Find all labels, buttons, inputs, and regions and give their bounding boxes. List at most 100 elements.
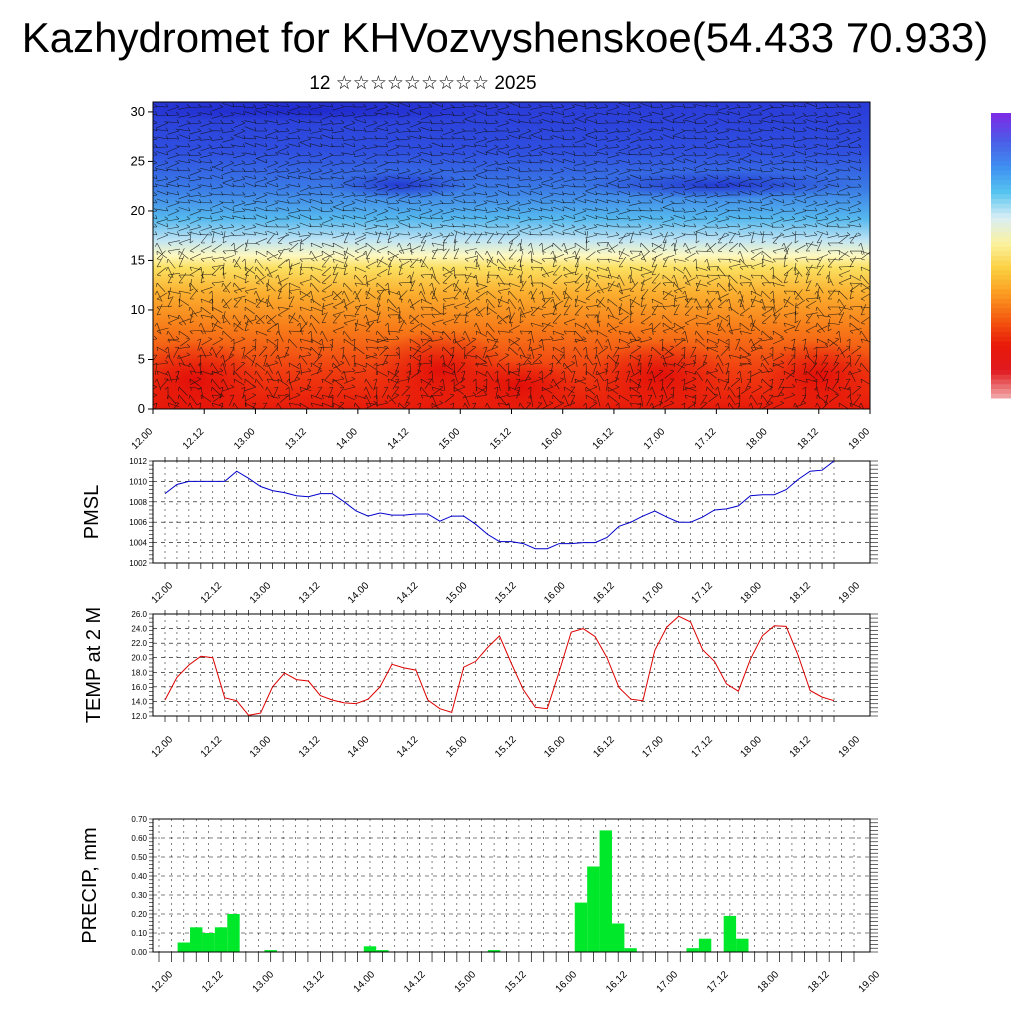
colorbar-swatch <box>991 198 1011 204</box>
temp-x-tick-label: 18.12 <box>788 734 814 760</box>
precip-bar <box>227 914 240 952</box>
colorbar-swatch <box>991 274 1011 280</box>
precip-bar <box>698 938 712 952</box>
colorbar-swatch <box>991 193 1011 199</box>
temp-x-tick-label: 12.12 <box>199 734 225 760</box>
colorbar-swatch <box>991 155 1011 161</box>
temp-frame <box>152 613 871 717</box>
precip-bar <box>177 942 191 952</box>
colorbar-swatch <box>991 336 1011 342</box>
heatmap-x-tick-label: 14.00 <box>335 426 361 452</box>
colorbar-swatch <box>991 374 1011 380</box>
heatmap-y-tick-label: 10 <box>131 302 145 317</box>
pmsl-series-line <box>164 460 835 550</box>
precip-x-tick-label: 18.00 <box>756 969 782 995</box>
wind-vectors <box>153 102 870 409</box>
colorbar-swatch <box>991 246 1011 252</box>
temp-y-tick-label: 24.0 <box>131 625 147 634</box>
temp-x-tick-label: 16.00 <box>542 734 568 760</box>
heatmap-y-tick-label: 0 <box>138 401 145 416</box>
colorbar-swatch <box>991 298 1011 304</box>
heatmap-x-tick-label: 15.12 <box>488 426 514 452</box>
heatmap-x-tick-label: 15.00 <box>437 426 463 452</box>
colorbar-swatch <box>991 369 1011 375</box>
colorbar-swatch <box>991 127 1011 133</box>
precip-y-tick-label: 0.40 <box>131 872 147 881</box>
colorbar-swatch <box>991 312 1011 318</box>
heatmap-y-tick-label: 15 <box>131 252 145 267</box>
colorbar-swatch <box>991 269 1011 275</box>
colorbar-swatch <box>991 260 1011 266</box>
precip-bar <box>487 950 501 952</box>
colorbar-swatch <box>991 379 1011 385</box>
colorbar-swatch <box>991 279 1011 285</box>
colorbar-swatch <box>991 122 1011 128</box>
precip-bar <box>214 927 228 952</box>
precip-x-tick-label: 14.00 <box>352 969 378 995</box>
precip-x-tick-label: 15.12 <box>503 969 529 995</box>
pmsl-y-tick-label: 1002 <box>129 559 147 568</box>
heatmap-y-tick-label: 20 <box>131 203 145 218</box>
colorbar-swatch <box>991 307 1011 313</box>
pmsl-x-tick-label: 17.12 <box>689 580 715 606</box>
pmsl-x-tick-label: 19.00 <box>837 580 863 606</box>
temp-x-tick-label: 17.12 <box>689 734 715 760</box>
temp-x-tick-label: 18.00 <box>739 734 765 760</box>
cold-core <box>330 171 470 199</box>
colorbar-swatch <box>991 383 1011 389</box>
colorbar-swatch <box>991 151 1011 157</box>
pmsl-x-tick-label: 17.00 <box>640 580 666 606</box>
colorbar-swatch <box>991 165 1011 171</box>
heatmap-x-tick-label: 16.12 <box>591 426 617 452</box>
precip-bar <box>599 830 612 952</box>
precip-y-axis-label: PRECIP, mm <box>79 827 101 943</box>
colorbar-swatch <box>991 203 1011 209</box>
colorbar-swatch <box>991 326 1011 332</box>
heatmap-x-tick-label: 18.12 <box>795 426 821 452</box>
temp-y-axis-label: TEMP at 2 M <box>83 607 105 723</box>
precip-y-tick-label: 0.00 <box>131 948 147 957</box>
precip-bar <box>574 902 588 952</box>
warm-core <box>153 340 265 409</box>
colorbar-swatch <box>991 241 1011 247</box>
temp-x-tick-label: 15.12 <box>493 734 519 760</box>
warm-core <box>760 340 870 409</box>
precip-x-tick-label: 14.12 <box>402 969 428 995</box>
precip-x-tick-label: 13.12 <box>301 969 327 995</box>
heatmap-x-tick-label: 13.00 <box>232 426 258 452</box>
colorbar-swatch <box>991 117 1011 123</box>
pmsl-y-tick-label: 1004 <box>129 539 147 548</box>
colorbar-swatch <box>991 227 1011 233</box>
precip-bar <box>723 915 737 952</box>
colorbar-swatch <box>991 284 1011 290</box>
heatmap-x-tick-label: 18.00 <box>744 426 770 452</box>
colorbar-swatch <box>991 212 1011 218</box>
pmsl-x-tick-label: 13.12 <box>297 580 323 606</box>
precip-bar <box>624 948 637 952</box>
precip-x-tick-label: 13.00 <box>251 969 277 995</box>
precip-bar <box>202 933 215 952</box>
temp-y-tick-label: 26.0 <box>131 610 147 619</box>
page-title: Kazhydromet for KHVozvyshenskoe(54.433 7… <box>21 14 989 61</box>
precip-bar <box>686 948 699 952</box>
temp-y-tick-label: 14.0 <box>131 697 147 706</box>
precip-x-tick-label: 12.00 <box>150 969 176 995</box>
pmsl-y-tick-label: 1012 <box>129 457 147 466</box>
pmsl-x-tick-label: 15.12 <box>493 580 519 606</box>
pmsl-y-axis-label: PMSL <box>81 485 103 539</box>
temp-y-tick-label: 16.0 <box>131 683 147 692</box>
precip-bar <box>363 946 377 952</box>
pmsl-y-tick-label: 1006 <box>129 518 147 527</box>
temp-x-tick-label: 13.12 <box>297 734 323 760</box>
colorbar-swatch <box>991 293 1011 299</box>
temp-x-tick-label: 13.00 <box>248 734 274 760</box>
precip-frame <box>152 818 871 953</box>
colorbar-swatch <box>991 331 1011 337</box>
precip-y-tick-label: 0.10 <box>131 929 147 938</box>
colorbar-swatch <box>991 208 1011 214</box>
temp-x-tick-label: 16.12 <box>591 734 617 760</box>
pmsl-x-tick-label: 13.00 <box>248 580 274 606</box>
warm-core <box>590 340 730 409</box>
colorbar-swatch <box>991 136 1011 142</box>
colorbar-swatch <box>991 265 1011 271</box>
